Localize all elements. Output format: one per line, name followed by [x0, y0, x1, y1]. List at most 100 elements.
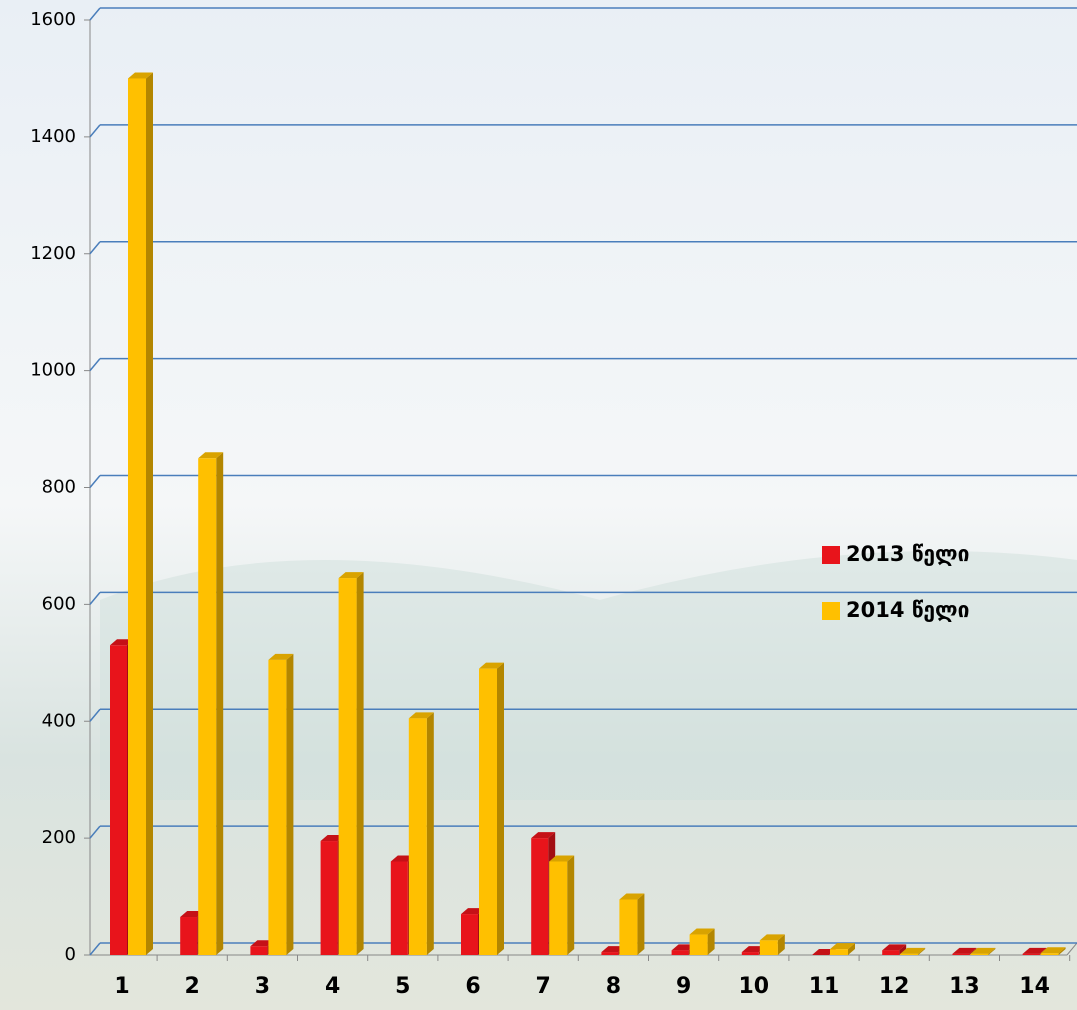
legend-label: 2014 წელი	[846, 598, 969, 622]
x-tick-label: 5	[395, 974, 410, 999]
bar-face	[601, 952, 619, 955]
bar-face	[250, 946, 268, 955]
bar	[882, 944, 907, 955]
x-tick-label: 6	[465, 974, 480, 999]
bar-face	[830, 943, 855, 950]
y-tick-label: 800	[42, 477, 76, 498]
grid-line	[89, 825, 101, 839]
y-tick-label: 0	[65, 944, 76, 965]
x-tick-label: 3	[255, 974, 270, 999]
bar-face	[899, 944, 907, 955]
bar-face	[110, 645, 127, 955]
x-tick-label: 13	[949, 974, 980, 999]
x-tick-label: 4	[325, 974, 340, 999]
bar-face	[848, 943, 855, 955]
bar-face	[479, 662, 504, 669]
bar-face	[356, 572, 364, 955]
bar-face	[128, 78, 146, 955]
bar-face	[882, 944, 907, 951]
bar-face	[497, 662, 504, 955]
bar	[268, 653, 294, 955]
bar-face	[390, 861, 408, 955]
bar	[338, 572, 364, 955]
bar-face	[549, 855, 575, 862]
bar-face	[338, 578, 357, 955]
bar-face	[970, 953, 989, 955]
bar-face	[338, 572, 364, 579]
bar-face	[619, 893, 645, 900]
bar-face	[426, 712, 434, 955]
bar-face	[970, 947, 996, 954]
bar-face	[146, 72, 153, 955]
x-tick-label: 9	[676, 974, 691, 999]
y-tick-label: 1200	[30, 243, 76, 264]
grid-line	[89, 241, 101, 255]
grid-line	[89, 591, 101, 605]
bar	[549, 855, 575, 955]
bar-face	[408, 712, 434, 719]
bar	[689, 928, 715, 955]
bar	[1040, 947, 1066, 955]
bar	[830, 943, 855, 955]
bar	[408, 712, 434, 955]
bar	[900, 947, 926, 955]
bar-face	[549, 861, 568, 955]
bar	[128, 72, 153, 955]
bar-face	[637, 893, 645, 955]
bar-face	[1022, 953, 1040, 955]
bar-face	[1058, 947, 1066, 955]
bar	[479, 662, 504, 955]
bar-face	[286, 653, 294, 955]
bar-face	[268, 659, 287, 955]
legend-label: 2013 წელი	[846, 542, 969, 566]
bar-face	[1040, 947, 1066, 954]
grid-line	[89, 7, 101, 21]
bar-face	[952, 953, 970, 955]
bar	[759, 934, 785, 955]
legend-swatch	[822, 602, 840, 620]
bar-face	[320, 841, 338, 955]
bar-face	[900, 953, 919, 955]
grid-line	[89, 708, 101, 722]
bar-face	[741, 952, 759, 955]
x-tick-label: 12	[879, 974, 910, 999]
bar-face	[988, 947, 996, 955]
bar-face	[707, 928, 715, 955]
x-tick-label: 8	[606, 974, 621, 999]
bar-face	[216, 452, 224, 955]
bar-face	[531, 832, 556, 839]
bar	[970, 947, 996, 955]
bar-face	[689, 934, 708, 955]
y-tick-label: 200	[42, 827, 76, 848]
y-tick-label: 1400	[30, 126, 76, 147]
grid-line	[89, 942, 101, 956]
bar-face	[777, 934, 785, 955]
bar-face	[198, 458, 217, 955]
bar-face	[1040, 953, 1059, 955]
bar-face	[952, 947, 977, 954]
x-tick-label: 10	[738, 974, 769, 999]
bar-face	[619, 899, 638, 955]
bar-face	[408, 718, 427, 955]
bar-face	[830, 949, 848, 955]
x-tick-label: 7	[536, 974, 551, 999]
bar	[198, 452, 224, 955]
bar-face	[268, 653, 294, 660]
y-tick-label: 1000	[30, 360, 76, 381]
bar-face	[671, 950, 689, 955]
bar-face	[128, 72, 153, 79]
bar-face	[531, 838, 549, 955]
bar-face	[689, 928, 715, 935]
y-tick-label: 400	[42, 710, 76, 731]
legend-swatch	[822, 546, 840, 564]
bar-face	[180, 917, 198, 955]
x-tick-label: 11	[809, 974, 840, 999]
bar-face	[882, 950, 900, 955]
bar-face	[918, 947, 926, 955]
bar-face	[759, 940, 778, 955]
floor-side	[1066, 942, 1077, 956]
bar-face	[461, 914, 478, 955]
bar-face	[198, 452, 224, 459]
bar-face	[567, 855, 575, 955]
bar-face	[1022, 947, 1047, 954]
